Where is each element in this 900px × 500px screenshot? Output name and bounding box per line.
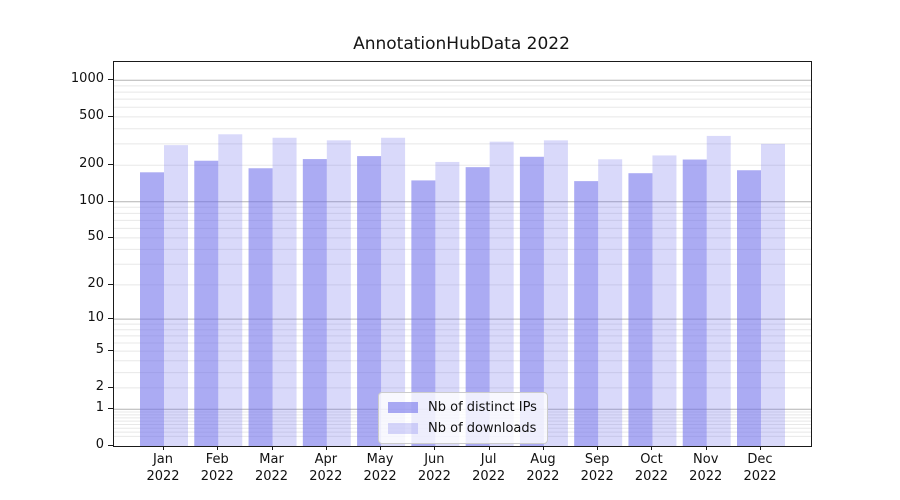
x-tick-label-aug: Aug 2022 <box>526 452 560 484</box>
x-tick-label-sep: Sep 2022 <box>580 452 614 484</box>
legend-label-downloads: Nb of downloads <box>428 421 537 436</box>
legend-label-distinct-ips: Nb of distinct IPs <box>428 400 537 415</box>
bar-nb-of-distinct-ips-dec <box>737 170 761 446</box>
y-tick-label-10: 10 <box>87 310 104 326</box>
y-tick-mark <box>108 283 113 285</box>
plot-area: Nb of distinct IPs Nb of downloads <box>113 61 812 447</box>
bar-nb-of-distinct-ips-feb <box>194 160 219 446</box>
y-tick-mark <box>108 386 113 388</box>
x-tick-label-nov: Nov 2022 <box>689 452 723 484</box>
y-tick-mark <box>108 350 113 352</box>
x-tick-mark <box>434 446 436 450</box>
y-tick-label-100: 100 <box>79 192 104 208</box>
legend: Nb of distinct IPs Nb of downloads <box>378 392 548 444</box>
y-tick-label-500: 500 <box>79 107 104 123</box>
bar-nb-of-downloads-apr <box>326 140 351 446</box>
x-tick-mark <box>597 446 599 450</box>
bar-nb-of-distinct-ips-sep <box>574 181 599 446</box>
y-tick-label-5: 5 <box>95 342 104 358</box>
bar-nb-of-distinct-ips-nov <box>682 159 707 446</box>
legend-swatch-distinct-ips <box>388 402 418 413</box>
x-tick-label-may: May 2022 <box>363 452 397 484</box>
y-tick-mark <box>108 318 113 320</box>
y-tick-mark <box>108 445 113 446</box>
y-tick-label-20: 20 <box>87 275 104 291</box>
bar-nb-of-distinct-ips-mar <box>248 168 273 446</box>
x-tick-mark <box>271 446 273 450</box>
bar-nb-of-distinct-ips-may <box>357 156 382 446</box>
x-tick-label-jul: Jul 2022 <box>472 452 506 484</box>
chart-title: AnnotationHubData 2022 <box>353 34 570 54</box>
legend-swatch-downloads <box>388 423 418 434</box>
x-tick-mark <box>217 446 219 450</box>
y-tick-label-0: 0 <box>95 437 104 452</box>
chart-canvas <box>114 79 811 446</box>
x-tick-label-dec: Dec 2022 <box>743 452 777 484</box>
legend-item-downloads: Nb of downloads <box>388 421 537 436</box>
bar-nb-of-downloads-nov <box>706 135 731 446</box>
x-tick-mark <box>325 446 327 450</box>
y-tick-mark <box>108 408 113 410</box>
y-tick-label-1000: 1000 <box>70 71 104 87</box>
y-tick-mark <box>108 115 113 117</box>
x-tick-label-feb: Feb 2022 <box>200 452 234 484</box>
x-tick-mark <box>760 446 761 450</box>
y-tick-mark <box>108 200 113 202</box>
x-tick-label-jan: Jan 2022 <box>146 452 180 484</box>
x-tick-mark <box>380 446 382 450</box>
bar-nb-of-distinct-ips-apr <box>302 159 327 446</box>
x-tick-mark <box>488 446 490 450</box>
y-tick-mark <box>108 79 113 81</box>
x-tick-label-mar: Mar 2022 <box>254 452 289 484</box>
bar-nb-of-downloads-jan <box>164 145 188 446</box>
y-tick-mark <box>108 164 113 166</box>
y-tick-mark <box>108 236 113 238</box>
x-tick-mark <box>705 446 707 450</box>
x-tick-mark <box>163 446 164 450</box>
y-tick-label-50: 50 <box>87 228 104 244</box>
bar-nb-of-distinct-ips-oct <box>628 173 653 446</box>
x-tick-label-jun: Jun 2022 <box>417 452 451 484</box>
x-tick-mark <box>542 446 544 450</box>
bar-nb-of-downloads-feb <box>218 134 243 446</box>
legend-item-distinct-ips: Nb of distinct IPs <box>388 400 537 415</box>
y-tick-label-2: 2 <box>95 378 104 394</box>
y-tick-label-200: 200 <box>79 156 104 172</box>
x-tick-label-apr: Apr 2022 <box>309 452 343 484</box>
x-tick-mark <box>651 446 653 450</box>
y-tick-label-1: 1 <box>95 400 104 416</box>
bar-nb-of-downloads-sep <box>598 159 623 446</box>
bar-nb-of-downloads-oct <box>652 155 677 446</box>
bar-nb-of-downloads-dec <box>761 143 785 446</box>
x-tick-label-oct: Oct 2022 <box>634 452 668 484</box>
bar-nb-of-distinct-ips-jan <box>140 172 164 446</box>
bar-nb-of-downloads-mar <box>272 137 297 446</box>
